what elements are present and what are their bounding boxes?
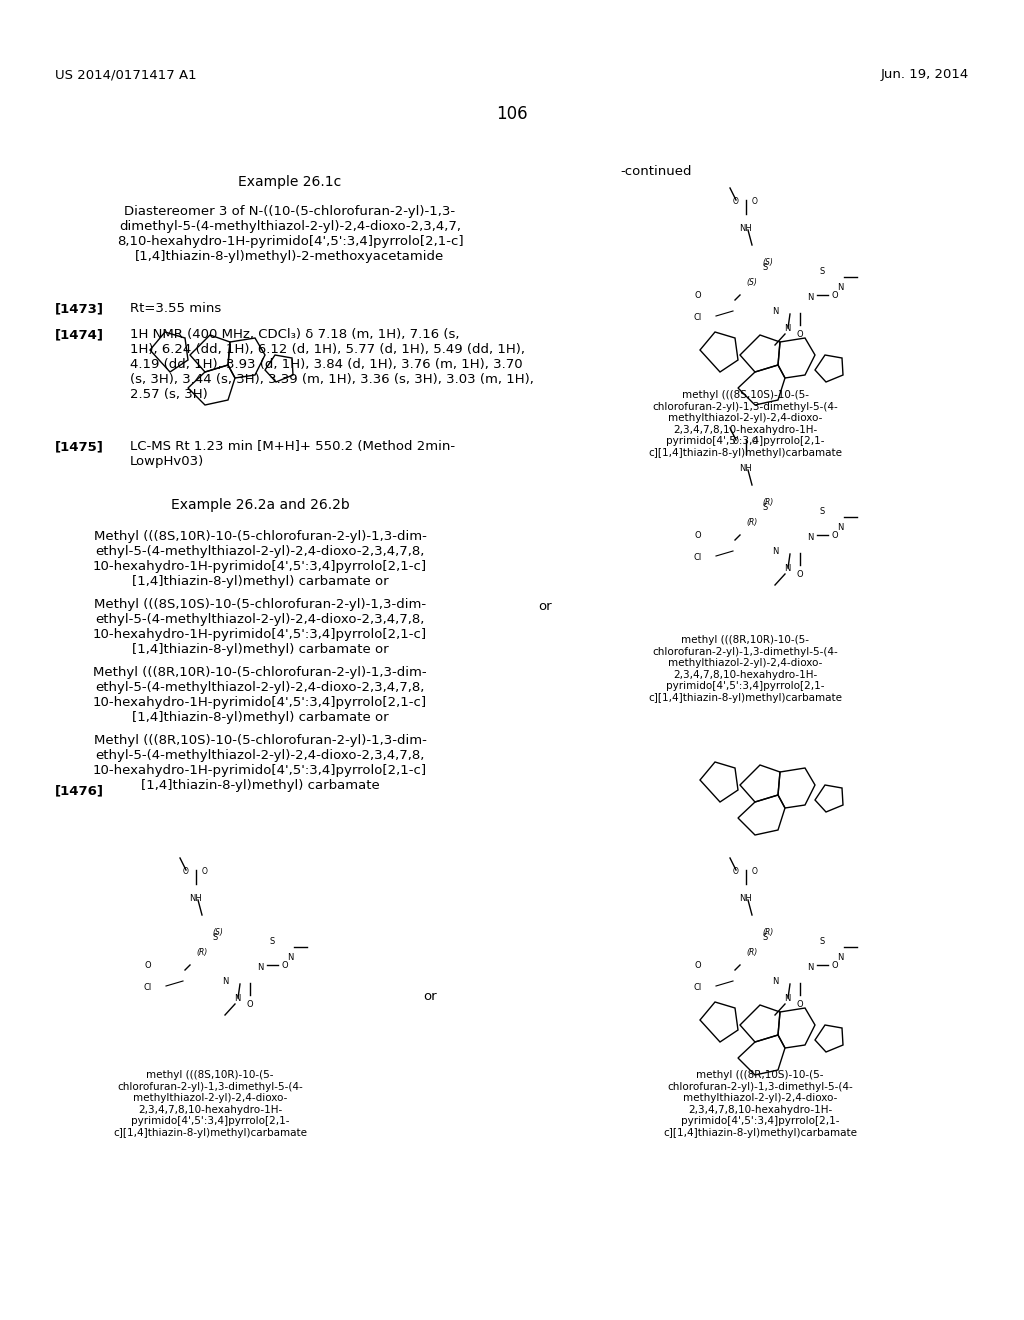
Text: -continued: -continued <box>620 165 691 178</box>
Text: S: S <box>763 264 768 272</box>
Text: N: N <box>807 293 813 302</box>
Text: (S): (S) <box>763 257 773 267</box>
Text: methyl (((8S,10S)-10-(5-
chlorofuran-2-yl)-1,3-dimethyl-5-(4-
methylthiazol-2-yl: methyl (((8S,10S)-10-(5- chlorofuran-2-y… <box>648 389 842 458</box>
Text: N: N <box>837 524 843 532</box>
Text: O: O <box>752 437 758 446</box>
Text: S: S <box>819 268 824 276</box>
Text: Example 26.2a and 26.2b: Example 26.2a and 26.2b <box>171 498 349 512</box>
Text: (R): (R) <box>197 948 208 957</box>
Text: Methyl (((8S,10R)-10-(5-chlorofuran-2-yl)-1,3-dim-
ethyl-5-(4-methylthiazol-2-yl: Methyl (((8S,10R)-10-(5-chlorofuran-2-yl… <box>93 531 427 587</box>
Text: O: O <box>282 961 289 969</box>
Text: Rt=3.55 mins: Rt=3.55 mins <box>130 302 221 315</box>
Text: N: N <box>772 308 778 317</box>
Text: [1476]: [1476] <box>55 784 104 797</box>
Text: S: S <box>763 503 768 512</box>
Text: NH: NH <box>739 465 753 473</box>
Text: O: O <box>733 198 739 206</box>
Text: methyl (((8R,10S)-10-(5-
chlorofuran-2-yl)-1,3-dimethyl-5-(4-
methylthiazol-2-yl: methyl (((8R,10S)-10-(5- chlorofuran-2-y… <box>663 1071 857 1138</box>
Text: S: S <box>212 933 218 942</box>
Text: O: O <box>831 531 839 540</box>
Text: Diastereomer 3 of N-((10-(5-chlorofuran-2-yl)-1,3-
dimethyl-5-(4-methylthiazol-2: Diastereomer 3 of N-((10-(5-chlorofuran-… <box>117 205 463 263</box>
Text: (R): (R) <box>763 498 773 507</box>
Text: O: O <box>183 867 189 876</box>
Text: Methyl (((8R,10S)-10-(5-chlorofuran-2-yl)-1,3-dim-
ethyl-5-(4-methylthiazol-2-yl: Methyl (((8R,10S)-10-(5-chlorofuran-2-yl… <box>93 734 427 792</box>
Text: N: N <box>772 978 778 986</box>
Text: [1474]: [1474] <box>55 327 104 341</box>
Text: N: N <box>837 284 843 293</box>
Text: N: N <box>287 953 293 962</box>
Text: Example 26.1c: Example 26.1c <box>239 176 342 189</box>
Text: O: O <box>144 961 152 969</box>
Text: Cl: Cl <box>694 553 702 562</box>
Text: N: N <box>783 323 791 333</box>
Text: Methyl (((8S,10S)-10-(5-chlorofuran-2-yl)-1,3-dim-
ethyl-5-(4-methylthiazol-2-yl: Methyl (((8S,10S)-10-(5-chlorofuran-2-yl… <box>93 598 427 656</box>
Text: or: or <box>423 990 437 1003</box>
Text: N: N <box>257 964 263 973</box>
Text: (R): (R) <box>763 928 773 936</box>
Text: N: N <box>807 964 813 973</box>
Text: NH: NH <box>739 224 753 234</box>
Text: S: S <box>819 507 824 516</box>
Text: Cl: Cl <box>144 983 153 993</box>
Text: NH: NH <box>739 894 753 903</box>
Text: (R): (R) <box>746 517 758 527</box>
Text: N: N <box>772 548 778 557</box>
Text: (S): (S) <box>746 277 758 286</box>
Text: 106: 106 <box>497 106 527 123</box>
Text: O: O <box>797 1001 803 1008</box>
Text: O: O <box>202 867 208 876</box>
Text: S: S <box>269 937 274 946</box>
Text: or: or <box>539 601 552 612</box>
Text: (S): (S) <box>213 928 223 936</box>
Text: O: O <box>752 198 758 206</box>
Text: O: O <box>831 290 839 300</box>
Text: O: O <box>694 961 701 969</box>
Text: [1475]: [1475] <box>55 440 103 453</box>
Text: N: N <box>233 994 241 1003</box>
Text: Cl: Cl <box>694 314 702 322</box>
Text: Jun. 19, 2014: Jun. 19, 2014 <box>881 69 969 81</box>
Text: S: S <box>763 933 768 942</box>
Text: methyl (((8R,10R)-10-(5-
chlorofuran-2-yl)-1,3-dimethyl-5-(4-
methylthiazol-2-yl: methyl (((8R,10R)-10-(5- chlorofuran-2-y… <box>648 635 842 704</box>
Text: [1473]: [1473] <box>55 302 104 315</box>
Text: O: O <box>752 867 758 876</box>
Text: O: O <box>694 290 701 300</box>
Text: O: O <box>733 867 739 876</box>
Text: O: O <box>694 531 701 540</box>
Text: methyl (((8S,10R)-10-(5-
chlorofuran-2-yl)-1,3-dimethyl-5-(4-
methylthiazol-2-yl: methyl (((8S,10R)-10-(5- chlorofuran-2-y… <box>113 1071 307 1138</box>
Text: N: N <box>783 994 791 1003</box>
Text: O: O <box>247 1001 253 1008</box>
Text: N: N <box>807 533 813 543</box>
Text: N: N <box>783 564 791 573</box>
Text: O: O <box>733 437 739 446</box>
Text: N: N <box>837 953 843 962</box>
Text: NH: NH <box>189 894 203 903</box>
Text: O: O <box>797 330 803 339</box>
Text: Cl: Cl <box>694 983 702 993</box>
Text: Methyl (((8R,10R)-10-(5-chlorofuran-2-yl)-1,3-dim-
ethyl-5-(4-methylthiazol-2-yl: Methyl (((8R,10R)-10-(5-chlorofuran-2-yl… <box>93 667 427 723</box>
Text: LC-MS Rt 1.23 min [M+H]+ 550.2 (Method 2min-
LowpHv03): LC-MS Rt 1.23 min [M+H]+ 550.2 (Method 2… <box>130 440 455 469</box>
Text: 1H NMR (400 MHz, CDCl₃) δ 7.18 (m, 1H), 7.16 (s,
1H), 6.24 (dd, 1H), 6.12 (d, 1H: 1H NMR (400 MHz, CDCl₃) δ 7.18 (m, 1H), … <box>130 327 534 401</box>
Text: O: O <box>797 570 803 579</box>
Text: (R): (R) <box>746 948 758 957</box>
Text: US 2014/0171417 A1: US 2014/0171417 A1 <box>55 69 197 81</box>
Text: N: N <box>222 978 228 986</box>
Text: O: O <box>831 961 839 969</box>
Text: S: S <box>819 937 824 946</box>
